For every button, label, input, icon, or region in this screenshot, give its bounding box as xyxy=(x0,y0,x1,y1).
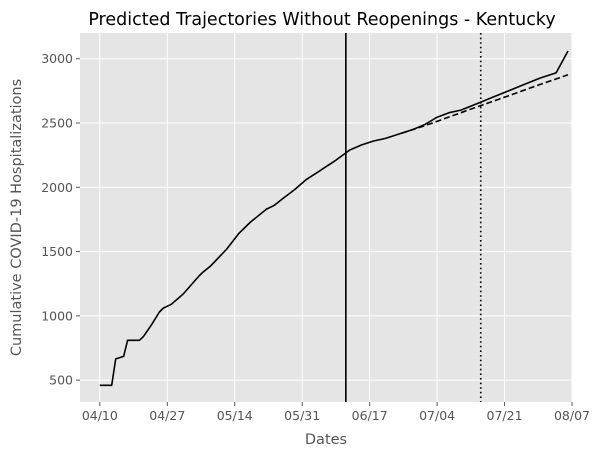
series-line-solid xyxy=(99,50,569,387)
x-axis-label: Dates xyxy=(305,432,347,448)
grid xyxy=(80,33,573,402)
y-axis: 500 1000 1500 2000 2500 3000 xyxy=(41,51,80,388)
vertical-markers xyxy=(345,33,482,402)
x-tick-label: 05/14 xyxy=(217,408,253,423)
x-tick-label: 08/07 xyxy=(554,408,590,423)
y-tick-label: 1000 xyxy=(41,308,73,323)
y-tick-label: 2500 xyxy=(41,116,73,131)
series-lines xyxy=(99,50,569,387)
y-tick-label: 3000 xyxy=(41,51,73,66)
x-tick-label: 05/31 xyxy=(284,408,320,423)
series-line-dashed xyxy=(401,74,569,135)
x-tick-label: 04/10 xyxy=(82,408,118,423)
y-tick-label: 2000 xyxy=(41,180,73,195)
x-tick-label: 04/27 xyxy=(149,408,185,423)
y-tick-label: 500 xyxy=(49,373,73,388)
x-tick-label: 07/21 xyxy=(487,408,523,423)
plot-area xyxy=(80,33,572,402)
x-tick-label: 06/17 xyxy=(352,408,388,423)
chart-title: Predicted Trajectories Without Reopening… xyxy=(88,10,555,30)
y-tick-label: 1500 xyxy=(41,244,73,259)
y-axis-label: Cumulative COVID-19 Hospitalizations xyxy=(9,79,25,356)
x-tick-label: 07/04 xyxy=(419,408,455,423)
x-axis: 04/10 04/27 05/14 05/31 06/17 07/04 07/21 08/07 xyxy=(82,402,590,423)
